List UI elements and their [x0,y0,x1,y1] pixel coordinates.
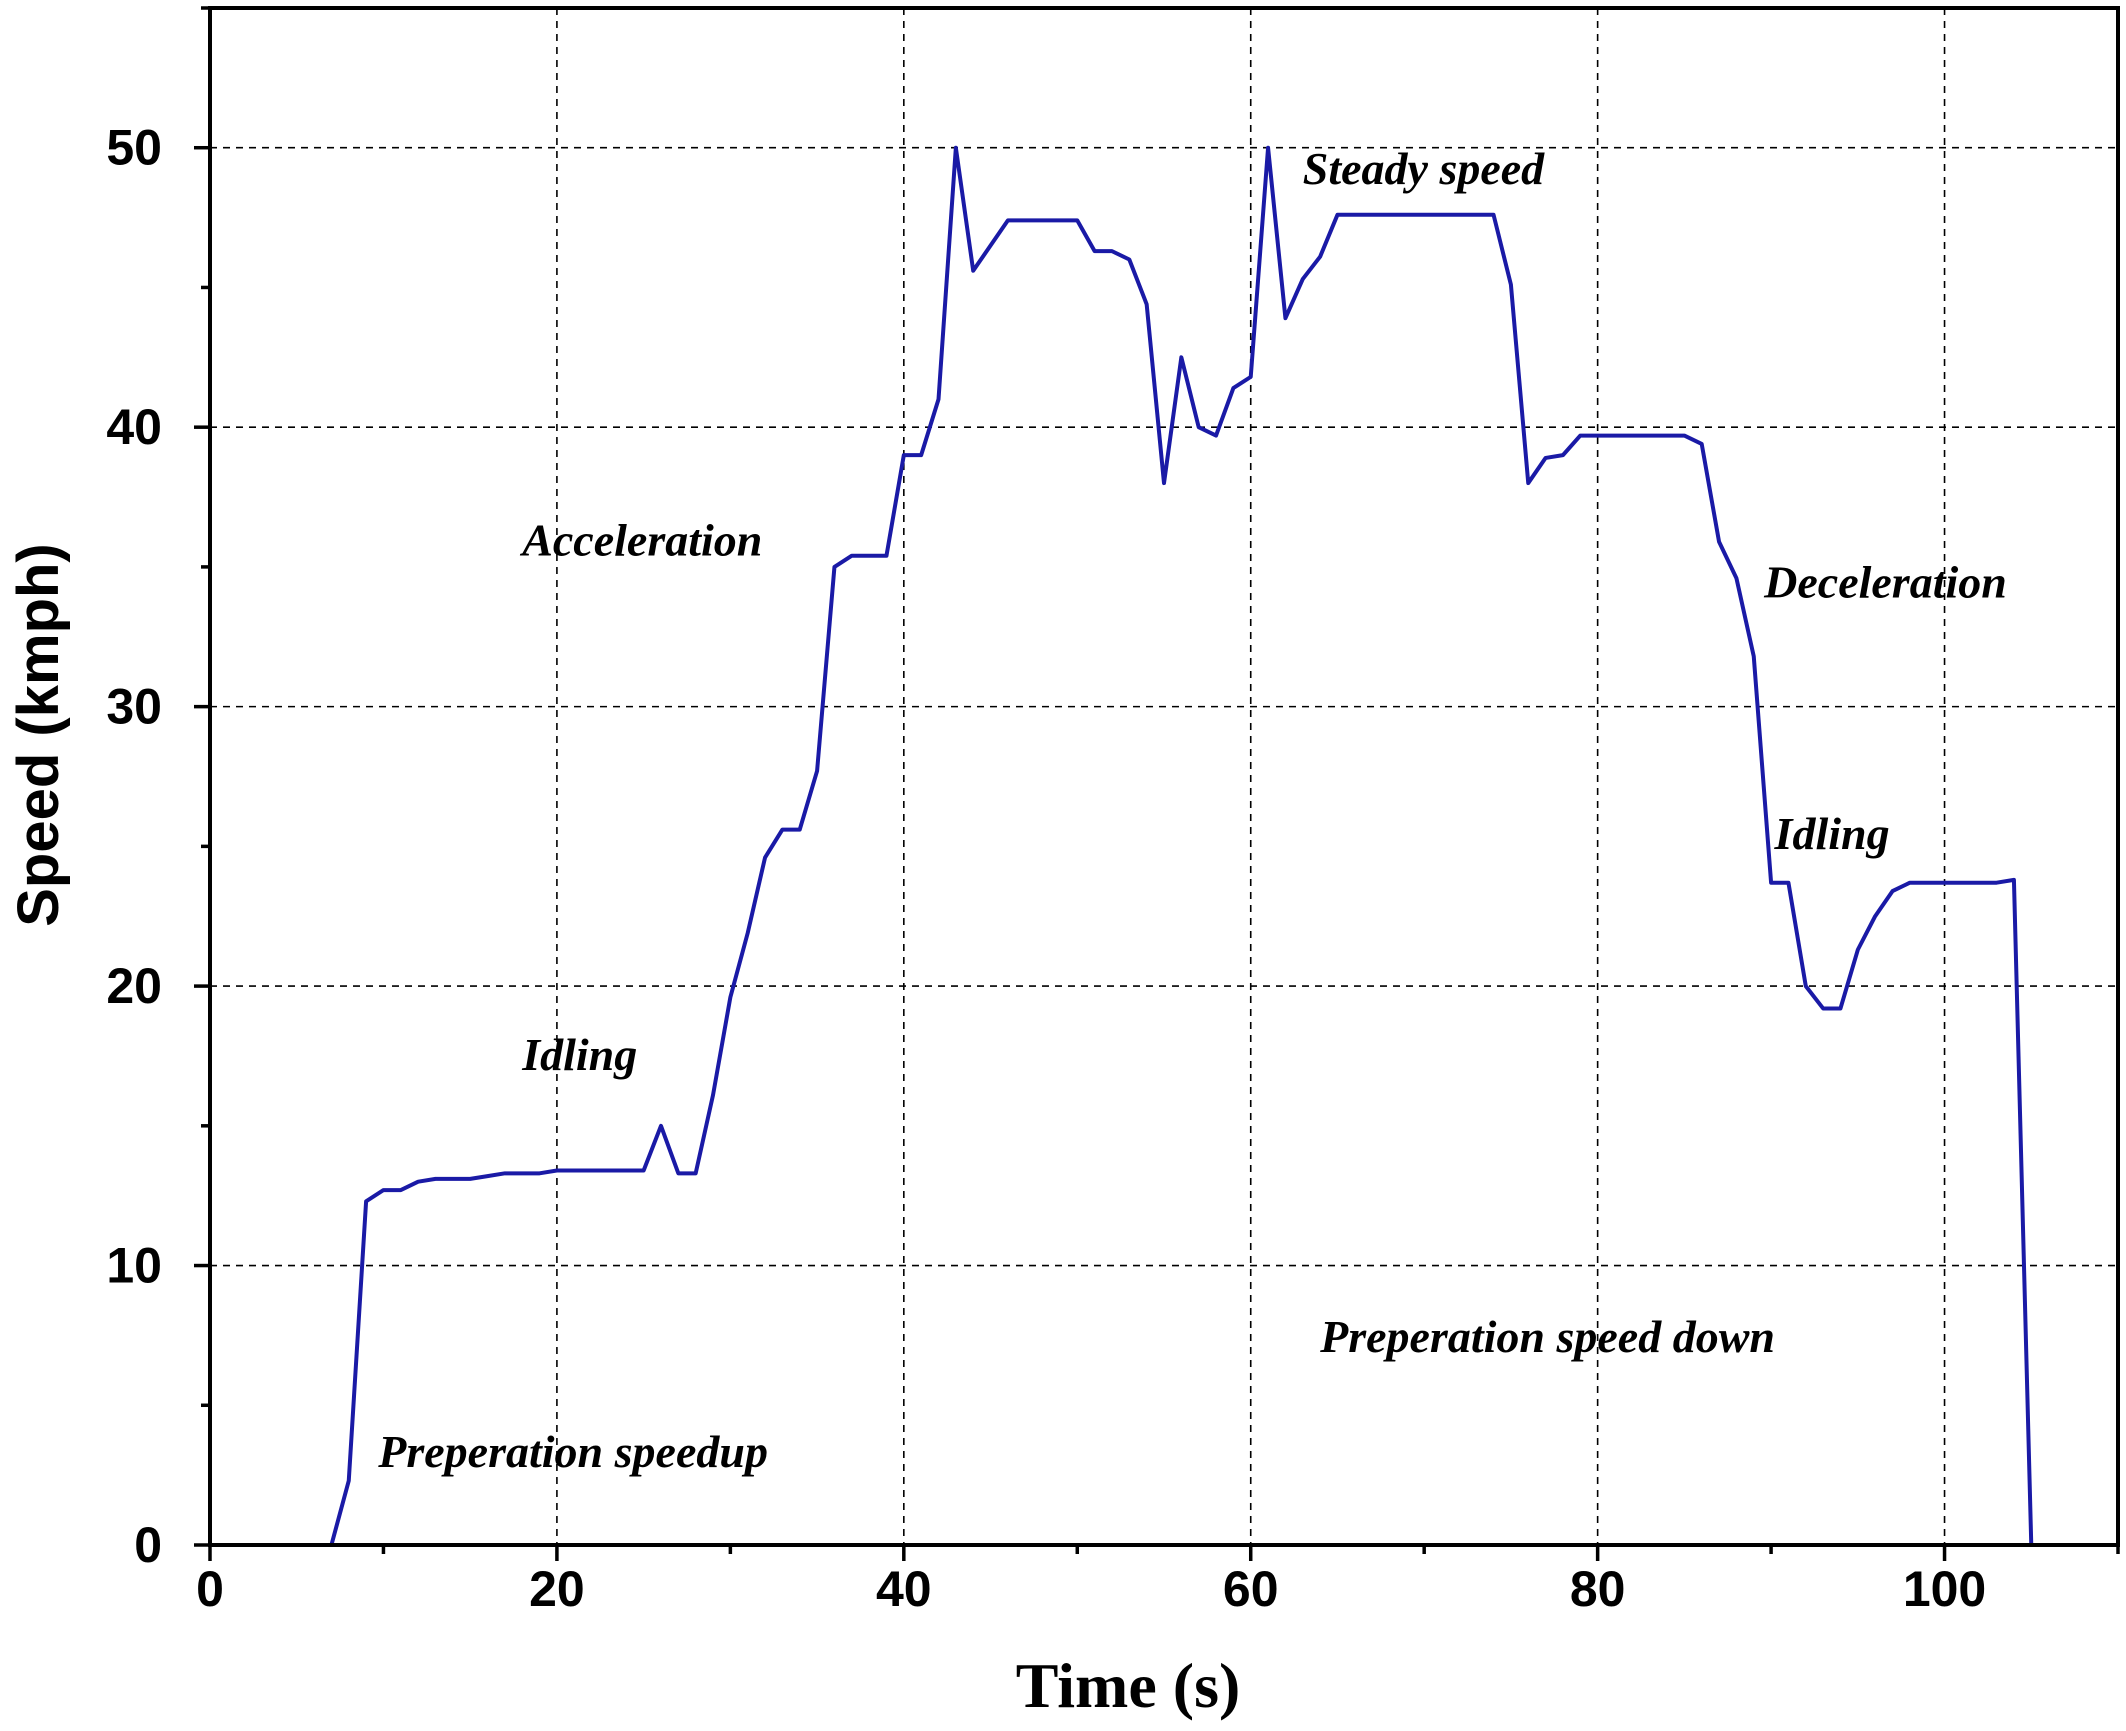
y-tick-label: 10 [106,1238,162,1294]
phase-annotation: Preperation speedup [377,1426,768,1477]
x-tick-label: 20 [529,1561,585,1617]
phase-annotation: Idling [521,1029,637,1080]
phase-annotation: Deceleration [1763,557,2007,608]
y-tick-label: 0 [134,1517,162,1573]
x-tick-label: 0 [196,1561,224,1617]
phase-annotation: Steady speed [1303,143,1545,194]
phase-annotation: Acceleration [519,515,762,566]
y-tick-label: 20 [106,958,162,1014]
y-tick-label: 40 [106,399,162,455]
series-layer [210,145,2066,1547]
plot-frame [208,6,2120,1547]
grid [210,8,2118,1545]
x-tick-label: 80 [1570,1561,1626,1617]
y-tick-label: 50 [106,120,162,176]
axes [194,6,2120,1561]
x-tick-label: 60 [1223,1561,1279,1617]
phase-annotation: Preperation speed down [1319,1311,1775,1362]
y-axis-title: Speed (kmph) [6,543,71,927]
x-axis-title: Time (s) [1016,1650,1241,1721]
speed-series-line [210,145,2066,1547]
phase-annotation: Idling [1774,808,1890,859]
y-tick-label: 30 [106,679,162,735]
annotations: Steady speed Acceleration Deceleration Idli… [377,143,2007,1477]
x-tick-label: 100 [1903,1561,1986,1617]
tick-labels: 0 20 40 60 80 100 0 10 20 30 40 50 [106,120,1986,1617]
x-tick-label: 40 [876,1561,932,1617]
